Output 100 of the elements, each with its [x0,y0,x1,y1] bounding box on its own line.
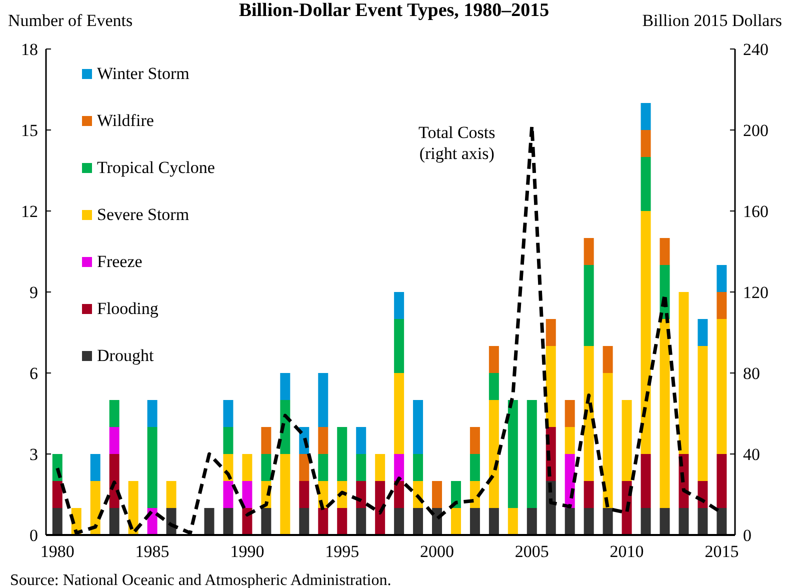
bar [166,481,176,508]
bar [394,319,404,373]
bar [223,508,234,535]
bar [546,319,556,346]
series-label: Total Costs (right axis) [418,122,496,163]
y-tick-label: 9 [30,283,38,302]
y2-tick-label: 40 [743,445,760,464]
legend-label: Drought [97,346,154,365]
bar [109,400,120,427]
bar [678,508,689,535]
bar [678,292,689,454]
bar [356,427,366,454]
bar [508,400,518,508]
bar [109,508,120,535]
bar [413,508,424,535]
bar [488,346,499,373]
bar [318,373,328,427]
bar [223,481,234,508]
bar [90,454,100,481]
bar [716,319,727,454]
bar [280,454,290,535]
bar [698,319,708,346]
bar [299,508,310,535]
bar [470,481,480,508]
bar [470,508,480,535]
x-tick-label: 2000 [420,542,454,561]
bar [318,454,328,481]
legend-label: Tropical Cyclone [97,158,215,177]
bar [318,427,328,454]
x-tick-label: 1985 [135,542,170,561]
bar [470,427,480,454]
bar [602,346,613,373]
bar [394,508,404,535]
y-tick-label: 6 [30,364,38,383]
x-tick-label: 1995 [325,542,360,561]
bar [394,481,404,508]
y2-tick-label: 160 [743,202,768,221]
bar [564,400,575,427]
bar [622,400,632,481]
bar [640,508,651,535]
bar [356,481,366,508]
bar [223,400,234,427]
bar [716,292,727,319]
bar [584,481,594,508]
bar [299,454,310,481]
y2-tick-label: 80 [743,364,760,383]
bar [640,103,651,130]
x-tick-label: 1980 [40,542,74,561]
legend-label: Freeze [97,252,142,271]
bar [488,373,499,400]
y2-tick-label: 200 [743,121,768,140]
legend-label: Severe Storm [97,205,190,224]
bar [602,508,613,535]
bar [698,508,708,535]
bar [337,508,348,535]
bar [223,427,234,454]
bar [584,508,594,535]
bar [318,508,328,535]
legend-label: Wildfire [97,111,154,130]
bar [508,508,518,535]
y2-tick-label: 120 [743,283,768,302]
bar [716,508,727,535]
bar [660,319,670,508]
bar [584,346,594,481]
x-tick-label: 2005 [514,542,549,561]
x-tick-label: 2015 [704,542,739,561]
bar [261,427,272,454]
y-tick-label: 3 [30,445,38,464]
y-axis-title: Number of Events [8,11,133,30]
bar [584,265,594,346]
bar [526,400,537,508]
bar [147,400,158,427]
bar [584,238,594,265]
bar [432,481,442,508]
chart-title: Billion-Dollar Event Types, 1980–2015 [238,0,550,21]
bar [394,292,404,319]
bar [261,454,272,481]
legend-label: Flooding [97,299,159,318]
y2-tick-label: 0 [743,526,752,545]
bar [52,508,62,535]
bar [280,373,290,400]
bar [375,454,386,481]
x-tick-label: 1990 [230,542,264,561]
legend-label: Winter Storm [97,64,190,83]
bar [242,454,252,481]
bar [375,481,386,535]
bar [450,508,461,535]
bar [640,157,651,211]
bar [470,454,480,481]
y2-tick-label: 240 [743,40,768,59]
bar [299,481,310,508]
bar [640,211,651,454]
bar [698,346,708,481]
bar [564,427,575,454]
bar [526,508,537,535]
bar [660,508,670,535]
x-tick-label: 2010 [610,542,644,561]
bar [147,427,158,508]
bar [660,238,670,265]
bar [261,508,272,535]
